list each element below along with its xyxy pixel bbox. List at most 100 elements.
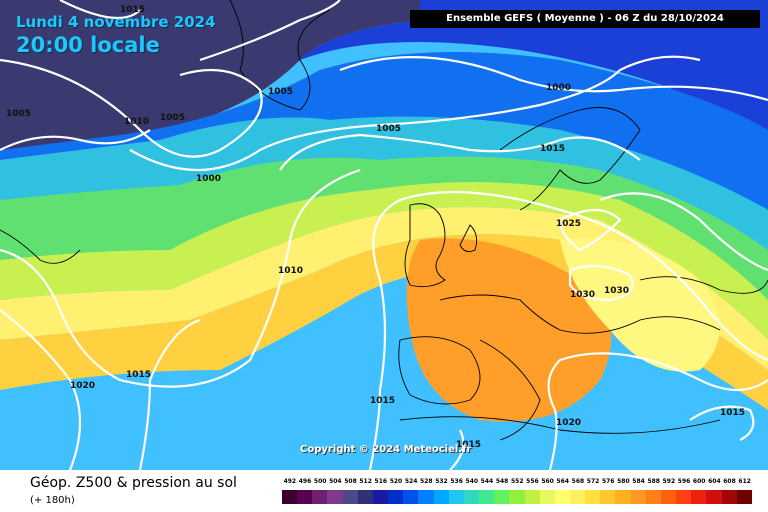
isobar-label: 1005 (376, 124, 402, 134)
color-scale-labels: 492 496 500 504 508 512 516 520 524 528 532 536 540 5… (282, 478, 752, 490)
isobar-label: 1005 (268, 87, 294, 97)
scale-value-label: 608 (723, 478, 736, 485)
scale-value-label: 588 (647, 478, 660, 485)
scale-color-swatch (312, 490, 328, 504)
scale-color-swatch (585, 490, 601, 504)
isobar-label: 1030 (570, 290, 596, 300)
scale-color-swatch (297, 490, 313, 504)
field-deep-blue (300, 0, 768, 130)
scale-value-label: 584 (632, 478, 645, 485)
isobar-label: 1015 (126, 370, 152, 380)
scale-color-swatch (691, 490, 707, 504)
field-description: Géop. Z500 & pression au sol (30, 475, 237, 491)
scale-color-swatch (721, 490, 737, 504)
scale-color-swatch (372, 490, 389, 504)
scale-color-swatch (660, 490, 677, 504)
scale-color-swatch (509, 490, 525, 504)
scale-color-swatch (448, 490, 464, 504)
scale-color-swatch (433, 490, 449, 504)
footer-legend: Géop. Z500 & pression au sol (+ 180h) 49… (0, 470, 768, 512)
isobar-label: 1025 (556, 219, 582, 229)
scale-value-label: 568 (571, 478, 585, 485)
scale-value-label: 520 (389, 478, 403, 485)
field-orange-core (406, 238, 612, 422)
field-pale-yellow (560, 238, 720, 372)
scale-color-swatch (706, 490, 722, 504)
scale-value-label: 532 (435, 478, 448, 485)
field-cyan (0, 116, 768, 251)
isobar-label: 1015 (370, 396, 396, 406)
pressure-map (0, 0, 768, 470)
scale-value-label: 492 (283, 478, 297, 485)
color-scale: 492 496 500 504 508 512 516 520 524 528 532 536 540 5… (282, 478, 752, 504)
copyright-notice: Copyright © 2024 Meteociel.fr (300, 444, 472, 455)
scale-value-label: 600 (692, 478, 706, 485)
isobar-label: 1010 (278, 266, 304, 276)
scale-value-label: 536 (450, 478, 463, 485)
scale-value-label: 552 (511, 478, 524, 485)
color-scale-bar (282, 490, 752, 504)
scale-color-swatch (645, 490, 661, 504)
scale-value-label: 556 (526, 478, 539, 485)
scale-color-swatch (494, 490, 510, 504)
isobar-label: 1000 (196, 174, 222, 184)
isobar-label: 1015 (456, 440, 482, 450)
scale-value-label: 496 (298, 478, 312, 485)
scale-color-swatch (676, 490, 692, 504)
scale-color-swatch (736, 490, 752, 504)
coastlines (0, 0, 768, 441)
scale-value-label: 528 (420, 478, 433, 485)
scale-value-label: 564 (556, 478, 569, 485)
scale-value-label: 612 (738, 478, 751, 485)
isobar-label: 1015 (540, 144, 566, 154)
scale-value-label: 512 (359, 478, 372, 485)
field-dark (0, 0, 420, 160)
isobar-label: 1020 (556, 418, 582, 428)
isobar-label: 1000 (546, 83, 572, 93)
scale-value-label: 500 (313, 478, 327, 485)
model-run-info: Ensemble GEFS ( Moyenne ) - 06 Z du 28/1… (410, 10, 760, 28)
scale-value-label: 548 (495, 478, 509, 485)
isobar-label: 1030 (604, 286, 630, 296)
scale-color-swatch (615, 490, 631, 504)
scale-color-swatch (554, 490, 570, 504)
isobar-label: 1010 (124, 117, 150, 127)
scale-value-label: 508 (344, 478, 357, 485)
scale-value-label: 560 (541, 478, 554, 485)
scale-value-label: 576 (601, 478, 615, 485)
scale-value-label: 604 (708, 478, 721, 485)
isobar-label: 1015 (720, 408, 746, 418)
isobar-label: 1005 (160, 113, 186, 123)
scale-value-label: 504 (329, 478, 342, 485)
forecast-time: 20:00 locale (16, 33, 160, 57)
forecast-date: Lundi 4 novembre 2024 (16, 13, 216, 31)
scale-color-swatch (388, 490, 404, 504)
scale-value-label: 596 (677, 478, 691, 485)
field-green (0, 156, 768, 300)
scale-value-label: 592 (662, 478, 676, 485)
scale-value-label: 516 (374, 478, 388, 485)
scale-color-swatch (569, 490, 586, 504)
scale-color-swatch (630, 490, 646, 504)
scale-color-swatch (357, 490, 373, 504)
scale-color-swatch (463, 490, 480, 504)
scale-value-label: 544 (480, 478, 494, 485)
scale-color-swatch (418, 490, 434, 504)
isobar-label: 1020 (70, 381, 96, 391)
scale-color-swatch (327, 490, 343, 504)
scale-color-swatch (600, 490, 616, 504)
scale-value-label: 572 (586, 478, 600, 485)
isobar-label: 1005 (6, 109, 32, 119)
forecast-lead-time: (+ 180h) (30, 495, 75, 506)
scale-value-label: 580 (617, 478, 630, 485)
scale-value-label: 540 (465, 478, 479, 485)
scale-value-label: 524 (404, 478, 418, 485)
scale-color-swatch (403, 490, 419, 504)
scale-color-swatch (524, 490, 540, 504)
scale-color-swatch (282, 490, 298, 504)
scale-color-swatch (479, 490, 495, 504)
isobar-label: 1015 (120, 5, 146, 15)
isobars (0, 0, 768, 470)
scale-color-swatch (539, 490, 555, 504)
